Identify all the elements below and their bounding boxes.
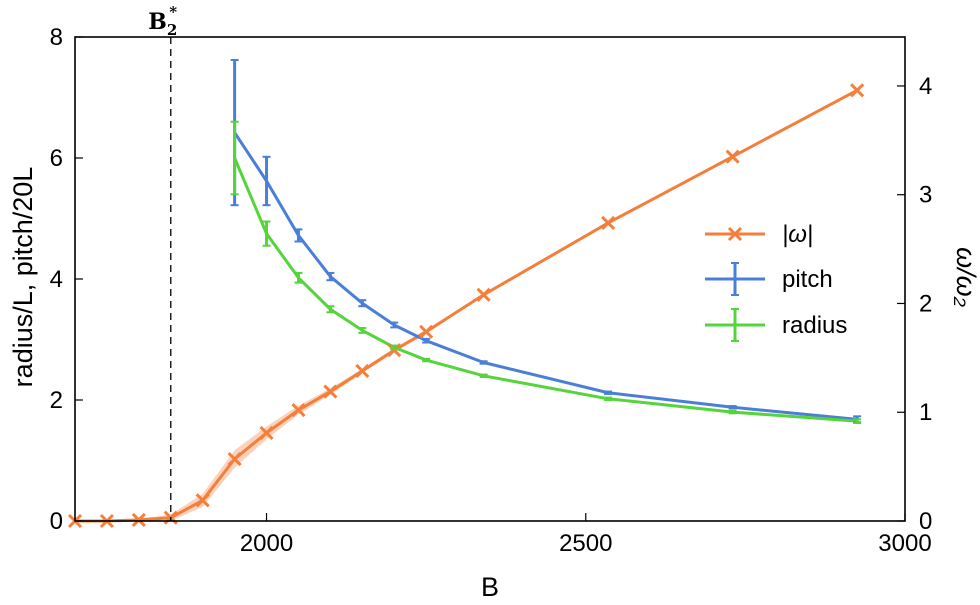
data-point-stroke <box>259 425 274 440</box>
x-tick-label: 2500 <box>559 530 612 557</box>
critical-field-label: B2* <box>148 3 177 39</box>
y-left-tick-label: 6 <box>50 145 63 172</box>
legend-entry: radius <box>705 308 847 342</box>
legend-entry: |ω| <box>705 221 813 248</box>
x-axis-label: B <box>481 572 499 602</box>
plot-frame <box>74 36 906 522</box>
y-left-tick-label: 0 <box>50 508 63 535</box>
series-layer <box>75 88 858 523</box>
data-point-stroke <box>419 324 434 339</box>
y-right-tick-label: 1 <box>919 399 932 426</box>
data-point <box>195 493 210 508</box>
data-point <box>323 384 338 399</box>
data-point <box>850 83 865 98</box>
data-point <box>476 287 491 302</box>
y-left-tick-label: 8 <box>50 24 63 51</box>
legend-marker <box>727 226 743 242</box>
data-point-stroke <box>355 363 370 378</box>
data-point-stroke <box>291 403 306 418</box>
data-point <box>725 149 740 164</box>
x-tick-label: 2000 <box>240 530 293 557</box>
data-point-stroke <box>850 83 865 98</box>
data-point <box>131 512 146 527</box>
legend-label: pitch <box>782 266 833 293</box>
data-point <box>419 324 434 339</box>
y-right-tick-label: 3 <box>919 182 932 209</box>
series-line <box>233 131 858 421</box>
y-left-tick-label: 2 <box>50 387 63 414</box>
legend-entry: pitch <box>705 262 833 296</box>
data-point <box>355 363 370 378</box>
legend-label: radius <box>782 312 847 339</box>
data-point <box>227 451 242 467</box>
series-line <box>75 88 858 523</box>
data-point-stroke <box>725 149 740 164</box>
data-point-stroke <box>131 512 146 527</box>
data-point <box>291 403 306 418</box>
y-right-tick-label: 4 <box>919 73 932 100</box>
legend-label: |ω| <box>782 221 813 248</box>
y-right-tick-label: 0 <box>919 508 932 535</box>
y-left-tick-label: 4 <box>50 266 63 293</box>
y-axis-left-label: radius/L, pitch/20L <box>8 167 38 388</box>
data-point-stroke <box>476 287 491 302</box>
data-point <box>601 215 616 231</box>
data-point <box>259 425 274 440</box>
data-point-stroke <box>601 215 616 231</box>
data-point-stroke <box>323 384 338 399</box>
data-point-stroke <box>195 493 210 508</box>
marker-layer <box>67 58 865 529</box>
y-right-tick-label: 2 <box>919 290 932 317</box>
data-point-stroke <box>227 451 242 467</box>
x-tick-label: 3000 <box>878 530 931 557</box>
y-axis-right-label: ω/ω₂ <box>951 247 980 308</box>
legend: |ω| pitch radius <box>705 221 847 342</box>
series-line <box>233 157 858 423</box>
